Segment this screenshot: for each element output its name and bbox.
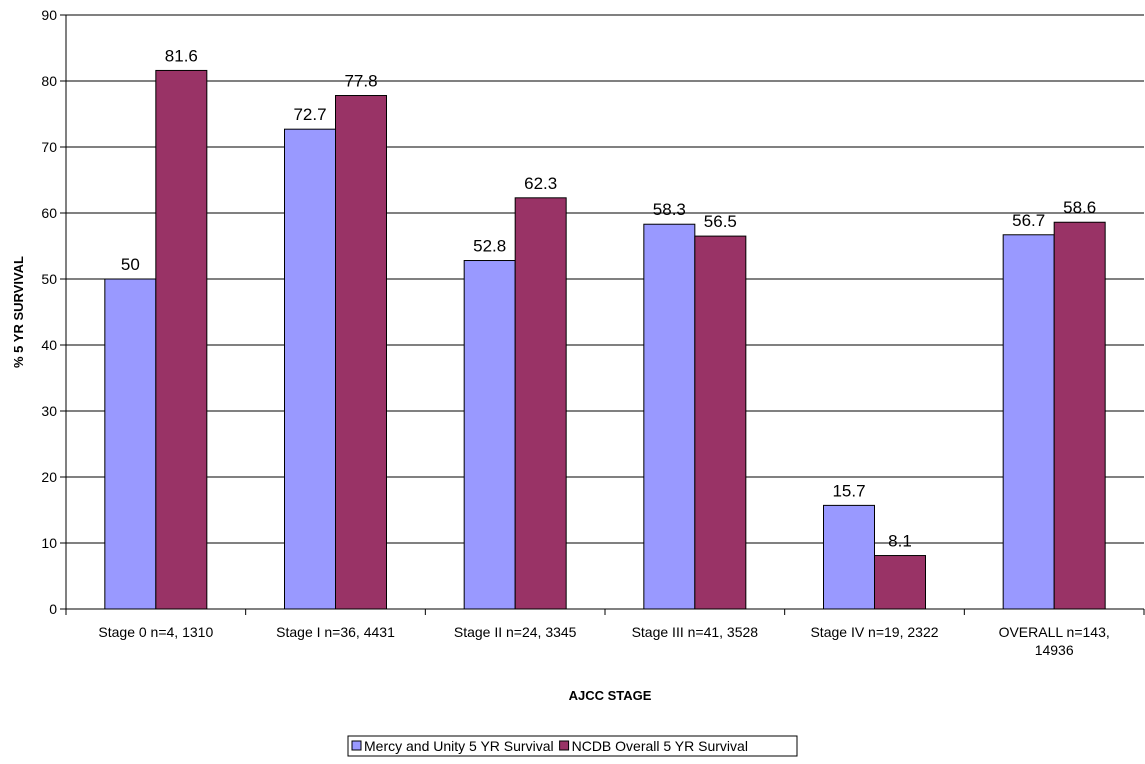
y-tick-label: 30 [41,403,57,419]
x-category-label: Stage II n=24, 3345 [454,624,577,640]
bar-ncdb [335,95,387,610]
bar-ncdb [694,235,747,610]
legend-swatch [559,740,570,751]
y-axis-title: % 5 YR SURVIVAL [11,256,26,368]
y-tick-label: 90 [41,7,57,23]
bar-ncdb [874,555,926,610]
x-category-label: OVERALL n=143, 14936 [999,624,1110,658]
legend-swatch [351,740,362,751]
data-label: 58.3 [653,200,686,219]
y-tick-label: 70 [41,139,57,155]
y-tick-label: 50 [41,271,57,287]
x-category-label: Stage IV n=19, 2322 [810,624,938,640]
legend: Mercy and Unity 5 YR Survival NCDB Overal… [347,735,798,757]
x-category-label: Stage 0 n=4, 1310 [98,624,213,640]
data-label: 15.7 [832,481,865,500]
data-label: 81.6 [165,46,198,65]
data-label: 8.1 [888,532,912,551]
data-label: 56.7 [1012,211,1045,230]
bar-mercy-unity [104,278,157,610]
data-label: 56.5 [704,212,737,231]
legend-label: NCDB Overall 5 YR Survival [572,738,748,754]
y-tick-label: 60 [41,205,57,221]
x-category-label: Stage III n=41, 3528 [632,624,759,640]
bar-mercy-unity [823,504,875,610]
bars [104,69,1106,610]
y-tick-label: 40 [41,337,57,353]
legend-box [347,735,798,757]
legend-label: Mercy and Unity 5 YR Survival [364,738,554,754]
data-label: 77.8 [344,72,377,91]
bar-mercy-unity [284,128,336,610]
gridlines [66,14,1144,544]
x-category-label: Stage I n=36, 4431 [276,624,395,640]
bar-ncdb [1053,221,1106,610]
y-tick-label: 10 [41,535,57,551]
y-tick-label: 20 [41,469,57,485]
bar-ncdb [514,197,567,610]
y-tick-label: 80 [41,73,57,89]
data-label: 58.6 [1063,198,1096,217]
bar-mercy-unity [1002,234,1055,610]
data-label: 62.3 [524,174,557,193]
data-label: 50 [121,255,140,274]
bar-ncdb [155,69,208,610]
data-labels: 50 81.6 72.7 77.8 52.8 62.3 58.3 56.5 15.7 8.1 56.… [121,46,1096,550]
data-label: 72.7 [293,105,326,124]
x-axis-title: AJCC STAGE [569,688,652,703]
y-tick-label: 0 [49,601,57,617]
axes: 0 10 20 30 40 50 60 70 80 90 Stage 0 n=4, 1310 Stag… [41,7,1145,658]
bar-mercy-unity [463,260,516,610]
bar-mercy-unity [643,223,696,610]
data-label: 52.8 [473,237,506,256]
